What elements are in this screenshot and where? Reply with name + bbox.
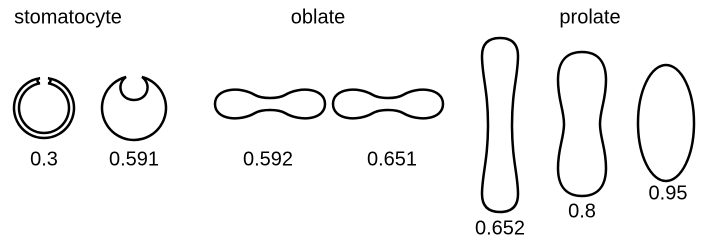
shape-label: 0.592 (243, 148, 293, 170)
vesicle-diagram: stomatocyte oblate prolate 0.3 0.591 0.5… (0, 0, 704, 244)
shape (638, 65, 694, 181)
shape-label: 0.95 (649, 182, 688, 204)
shape-label: 0.591 (109, 148, 159, 170)
shape (558, 52, 606, 196)
shape (482, 38, 518, 212)
shape (333, 90, 443, 119)
group-title: oblate (291, 6, 346, 28)
group-title: prolate (559, 6, 620, 28)
shape-label: 0.3 (30, 148, 58, 170)
group-title: stomatocyte (14, 6, 122, 28)
shape-label: 0.651 (367, 148, 417, 170)
shape-label: 0.8 (568, 200, 596, 222)
shape (215, 90, 325, 119)
shape (102, 77, 166, 140)
shape (14, 78, 74, 138)
shape-label: 0.652 (475, 217, 525, 239)
